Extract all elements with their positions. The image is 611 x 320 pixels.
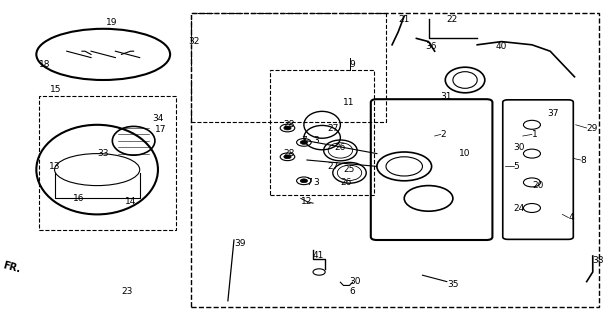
Text: 13: 13 <box>48 162 60 171</box>
Text: 16: 16 <box>73 194 84 203</box>
Text: 26: 26 <box>340 178 352 187</box>
Text: 7: 7 <box>301 136 307 145</box>
Text: 34: 34 <box>152 114 163 123</box>
Text: 2: 2 <box>441 130 447 139</box>
Text: 30: 30 <box>349 277 361 286</box>
Text: 33: 33 <box>97 149 109 158</box>
Text: 19: 19 <box>106 18 118 27</box>
Text: 27: 27 <box>327 162 339 171</box>
Text: 39: 39 <box>234 239 246 248</box>
Text: FR.: FR. <box>2 260 22 274</box>
Text: 11: 11 <box>343 98 355 107</box>
Circle shape <box>284 155 291 159</box>
Text: 28: 28 <box>284 120 295 129</box>
Text: 1: 1 <box>532 130 538 139</box>
Text: 25: 25 <box>343 165 355 174</box>
Text: 5: 5 <box>514 162 519 171</box>
Text: 29: 29 <box>587 124 598 132</box>
Text: 4: 4 <box>568 213 574 222</box>
Text: 24: 24 <box>514 204 525 212</box>
Text: 20: 20 <box>532 181 543 190</box>
Text: 6: 6 <box>349 287 355 296</box>
Text: 35: 35 <box>447 280 458 289</box>
Text: 22: 22 <box>447 15 458 24</box>
Text: 23: 23 <box>122 287 133 296</box>
Text: 21: 21 <box>398 15 409 24</box>
Text: 41: 41 <box>313 252 324 260</box>
Text: 7: 7 <box>306 178 312 187</box>
Text: 12: 12 <box>301 197 312 206</box>
Text: 3: 3 <box>313 136 319 145</box>
Text: 32: 32 <box>188 37 200 46</box>
Text: 37: 37 <box>547 109 558 118</box>
Text: 10: 10 <box>459 149 470 158</box>
Text: 30: 30 <box>514 143 525 152</box>
Text: 38: 38 <box>593 256 604 265</box>
Text: 36: 36 <box>425 42 437 51</box>
Text: 9: 9 <box>349 60 355 68</box>
Text: 15: 15 <box>50 85 62 94</box>
Text: 31: 31 <box>441 92 452 100</box>
Text: 14: 14 <box>125 197 136 206</box>
Text: 8: 8 <box>580 156 587 164</box>
Text: 3: 3 <box>313 178 319 187</box>
Text: 28: 28 <box>284 149 295 158</box>
Text: 27: 27 <box>327 124 339 132</box>
Circle shape <box>300 179 307 183</box>
Text: 40: 40 <box>496 42 507 51</box>
Circle shape <box>284 126 291 130</box>
Text: 17: 17 <box>155 125 166 134</box>
Circle shape <box>300 140 307 144</box>
Text: 18: 18 <box>39 60 51 68</box>
Text: 26: 26 <box>334 143 346 152</box>
